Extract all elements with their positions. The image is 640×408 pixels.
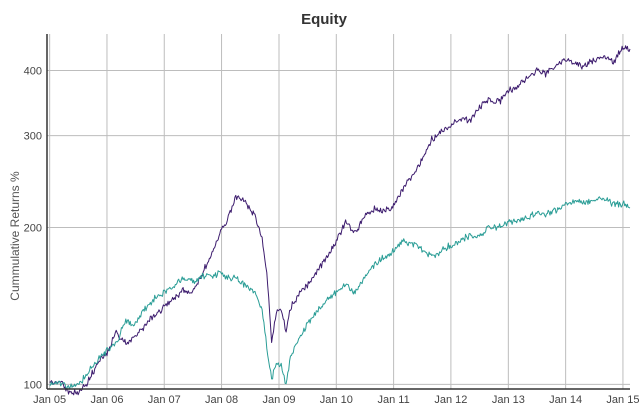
x-tick-label: Jan 10	[320, 394, 353, 406]
tick-labels: Jan 05 Jan 06 Jan 07 Jan 08 Jan 09 Jan 10 Jan …	[24, 66, 640, 406]
y-tick-label: 400	[24, 66, 42, 78]
series-lines	[49, 45, 631, 396]
axes	[46, 34, 630, 390]
y-axis-label: Cummulative Returns %	[8, 171, 22, 301]
x-tick-label: Jan 05	[33, 394, 66, 406]
x-tick-label: Jan 12	[434, 394, 467, 406]
y-tick-label: 100	[24, 379, 42, 391]
y-tick-label: 200	[24, 222, 42, 234]
x-tick-label: Jan 06	[90, 394, 123, 406]
x-tick-label: Jan 13	[492, 394, 525, 406]
series-line-2	[49, 196, 631, 390]
x-tick-label: Jan 11	[377, 394, 409, 406]
grid-lines	[47, 34, 630, 389]
y-tick-label: 300	[24, 131, 42, 143]
x-tick-label: Jan 07	[148, 394, 181, 406]
x-tick-label: Jan 09	[262, 394, 295, 406]
series-line-1	[49, 45, 631, 396]
chart-title: Equity	[301, 11, 347, 28]
x-tick-label: Jan 15	[606, 394, 639, 406]
x-tick-label: Jan 08	[205, 394, 238, 406]
x-tick-label: Jan 14	[549, 394, 582, 406]
